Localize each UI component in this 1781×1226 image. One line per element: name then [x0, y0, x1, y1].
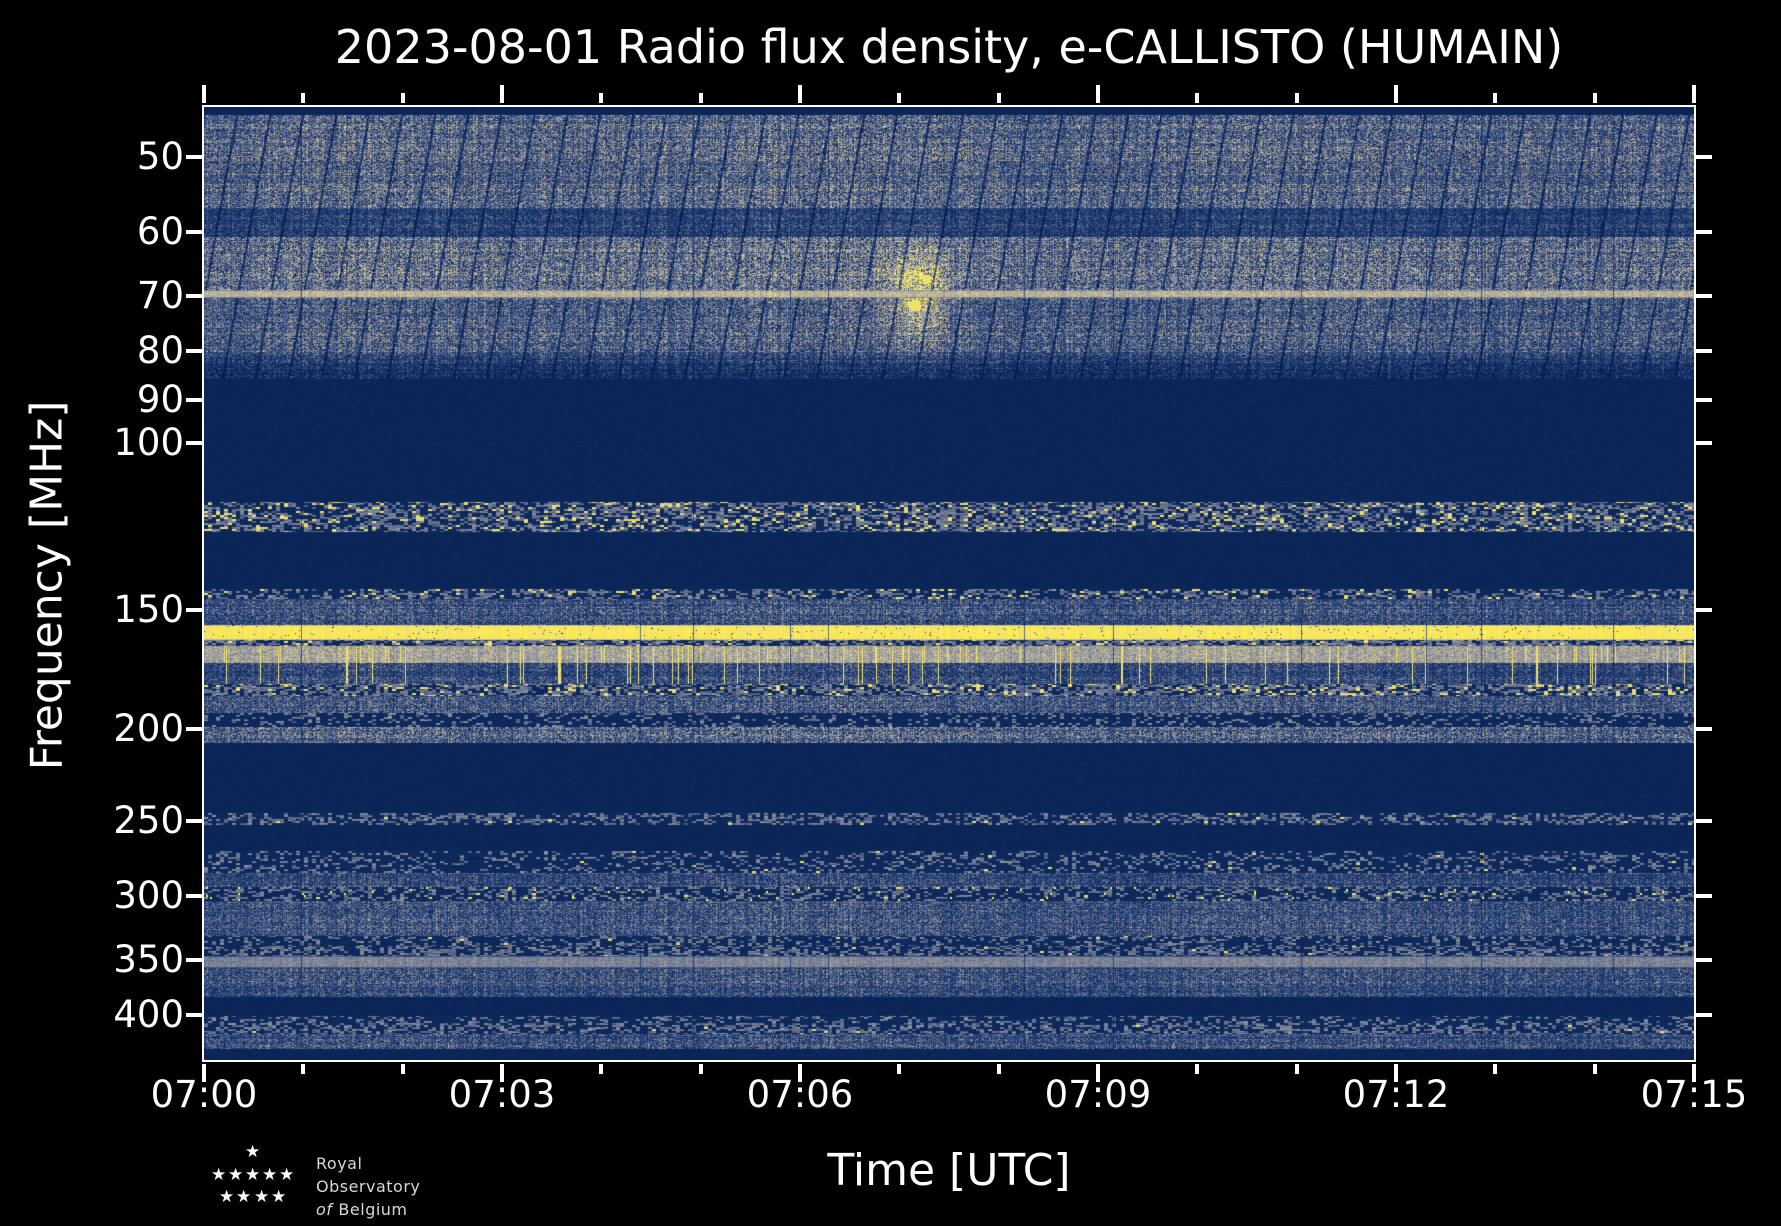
tick-mark	[301, 93, 305, 103]
logo-line2: of Belgium	[316, 1198, 420, 1221]
tick-mark	[997, 1064, 1001, 1074]
star-icon: ★	[228, 1165, 244, 1185]
star-icon: ★	[271, 1187, 287, 1207]
tick-mark	[1394, 1064, 1398, 1082]
tick-mark	[1696, 155, 1712, 159]
x-tick-label: 07:12	[1342, 1073, 1450, 1116]
plot-area	[202, 105, 1696, 1062]
tick-mark	[186, 727, 202, 731]
tick-mark	[186, 230, 202, 234]
x-tick-label: 07:03	[448, 1073, 556, 1116]
y-tick-label: 200	[113, 707, 184, 750]
tick-mark	[1696, 1013, 1712, 1017]
star-icon: ★	[262, 1165, 278, 1185]
tick-mark	[1096, 85, 1100, 103]
star-icon: ★	[245, 1165, 261, 1185]
tick-mark	[186, 819, 202, 823]
y-tick-label: 250	[113, 799, 184, 842]
tick-mark	[186, 155, 202, 159]
tick-mark	[1195, 93, 1199, 103]
tick-mark	[186, 1013, 202, 1017]
chart-title: 2023-08-01 Radio flux density, e-CALLIST…	[334, 20, 1564, 74]
tick-mark	[1692, 85, 1696, 103]
tick-mark	[186, 398, 202, 402]
tick-mark	[1696, 894, 1712, 898]
tick-mark	[1696, 727, 1712, 731]
tick-mark	[186, 349, 202, 353]
star-icon: ★	[279, 1165, 295, 1185]
tick-mark	[897, 93, 901, 103]
y-tick-label: 100	[113, 421, 184, 464]
tick-mark	[1696, 294, 1712, 298]
y-tick-label: 400	[113, 993, 184, 1036]
tick-mark	[1696, 819, 1712, 823]
y-tick-label: 90	[136, 378, 184, 421]
star-icon: ★	[236, 1187, 252, 1207]
tick-mark	[1493, 93, 1497, 103]
tick-mark	[1096, 1064, 1100, 1082]
tick-mark	[186, 608, 202, 612]
tick-mark	[186, 294, 202, 298]
tick-mark	[202, 1064, 206, 1082]
tick-mark	[1696, 349, 1712, 353]
y-tick-label: 70	[136, 274, 184, 317]
tick-mark	[401, 1064, 405, 1074]
x-axis-label: Time [UTC]	[827, 1145, 1071, 1196]
tick-mark	[1195, 1064, 1199, 1074]
tick-mark	[1692, 1064, 1696, 1082]
tick-mark	[897, 1064, 901, 1074]
tick-mark	[997, 93, 1001, 103]
tick-mark	[301, 1064, 305, 1074]
spectrogram-canvas	[204, 107, 1694, 1060]
tick-mark	[1593, 93, 1597, 103]
tick-mark	[401, 93, 405, 103]
tick-mark	[186, 441, 202, 445]
tick-mark	[500, 85, 504, 103]
logo-line2-of: of	[316, 1200, 333, 1219]
tick-mark	[1493, 1064, 1497, 1074]
logo-line1: Royal Observatory	[316, 1154, 421, 1196]
star-icon: ★	[211, 1165, 227, 1185]
y-tick-label: 300	[113, 874, 184, 917]
x-tick-label: 07:00	[150, 1073, 258, 1116]
tick-mark	[1696, 398, 1712, 402]
tick-mark	[202, 85, 206, 103]
tick-mark	[1696, 958, 1712, 962]
tick-mark	[699, 93, 703, 103]
tick-mark	[500, 1064, 504, 1082]
tick-mark	[699, 1064, 703, 1074]
logo-line2-belgium: Belgium	[338, 1200, 408, 1219]
tick-mark	[1696, 230, 1712, 234]
x-tick-label: 07:09	[1044, 1073, 1152, 1116]
observatory-logo-text: Royal Observatory of Belgium	[316, 1152, 420, 1221]
star-icon: ★	[219, 1187, 235, 1207]
tick-mark	[599, 1064, 603, 1074]
y-tick-label: 350	[113, 938, 184, 981]
tick-mark	[798, 1064, 802, 1082]
x-tick-label: 07:15	[1640, 1073, 1748, 1116]
x-tick-label: 07:06	[746, 1073, 854, 1116]
y-tick-label: 80	[136, 329, 184, 372]
tick-mark	[186, 894, 202, 898]
star-icon: ★	[254, 1187, 270, 1207]
tick-mark	[1593, 1064, 1597, 1074]
tick-mark	[1394, 85, 1398, 103]
y-tick-label: 150	[113, 588, 184, 631]
tick-mark	[1295, 93, 1299, 103]
tick-mark	[599, 93, 603, 103]
y-tick-label: 60	[136, 210, 184, 253]
y-tick-label: 50	[136, 135, 184, 178]
star-icon: ★	[245, 1142, 261, 1162]
tick-mark	[798, 85, 802, 103]
tick-mark	[1696, 608, 1712, 612]
tick-mark	[186, 958, 202, 962]
tick-mark	[1295, 1064, 1299, 1074]
tick-mark	[1696, 441, 1712, 445]
